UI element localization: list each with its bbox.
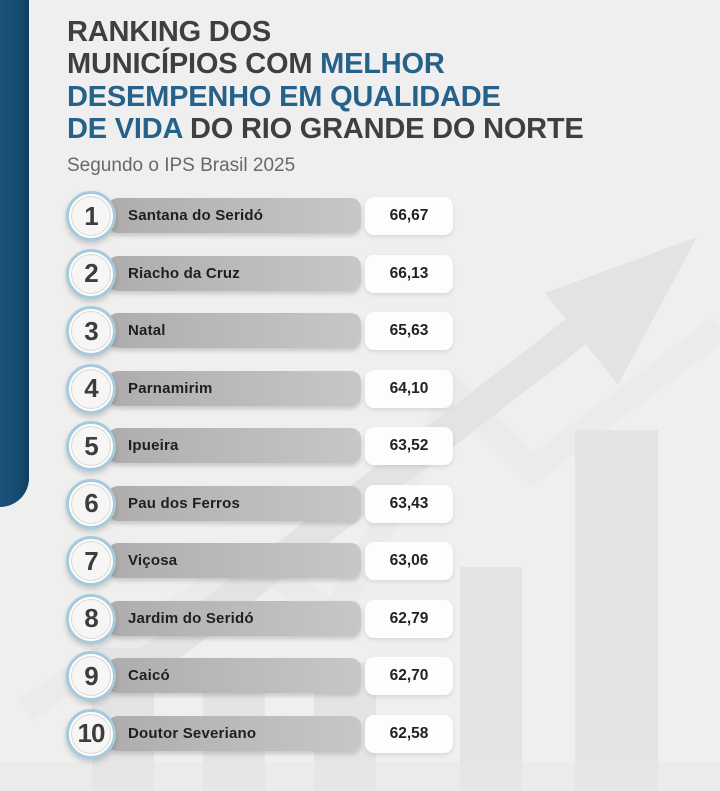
score-box: 64,10 (365, 369, 453, 408)
municipality-bar: Doutor Severiano (108, 715, 361, 751)
ranking-list: Santana do Seridó 66,67 1 Riacho da Cruz… (66, 191, 466, 759)
municipality-bar: Caicó (108, 658, 361, 693)
rank-badge-inner: 4 (71, 368, 111, 409)
municipality-name: Santana do Seridó (128, 207, 264, 224)
municipality-bar: Riacho da Cruz (108, 255, 361, 291)
list-item: Parnamirim 64,10 4 (66, 363, 466, 414)
municipality-bar: Natal (108, 313, 361, 348)
score-value: 62,79 (389, 609, 429, 627)
rank-badge: 5 (66, 421, 116, 471)
score-value: 63,06 (389, 552, 429, 569)
score-value: 66,13 (389, 264, 429, 282)
rank-badge: 8 (66, 593, 116, 644)
rank-number: 6 (84, 488, 99, 518)
rank-number: 10 (77, 718, 106, 748)
list-item: Doutor Severiano 62,58 10 (66, 708, 466, 759)
score-box: 63,06 (365, 542, 453, 580)
score-value: 62,58 (389, 724, 429, 742)
title-segment: MUNICÍPIOS COM (67, 48, 321, 81)
rank-badge-inner: 1 (71, 196, 111, 236)
municipality-bar: Viçosa (108, 543, 361, 578)
rank-badge: 9 (66, 651, 116, 701)
score-box: 62,58 (365, 714, 453, 753)
municipality-name: Pau dos Ferros (128, 494, 240, 512)
municipality-bar: Santana do Seridó (108, 198, 361, 233)
score-box: 62,70 (365, 657, 453, 695)
rank-badge: 1 (66, 191, 116, 241)
title-segment: DE VIDA (67, 113, 191, 146)
score-value: 64,10 (389, 379, 429, 397)
municipality-name: Jardim do Seridó (128, 609, 254, 627)
municipality-name: Doutor Severiano (128, 724, 257, 742)
rank-number: 8 (84, 603, 99, 633)
score-value: 63,43 (389, 494, 429, 512)
rank-badge-inner: 9 (71, 656, 111, 696)
rank-number: 2 (84, 258, 99, 288)
municipality-name: Viçosa (128, 552, 178, 569)
rank-badge: 4 (66, 363, 116, 414)
title-segment: DO RIO GRANDE DO NORTE (190, 113, 584, 146)
rank-badge: 6 (66, 478, 116, 529)
rank-badge-inner: 3 (71, 311, 111, 351)
score-box: 63,43 (365, 484, 453, 523)
title-segment: RANKING DOS (67, 16, 272, 48)
rank-badge: 7 (66, 536, 116, 586)
score-box: 66,67 (365, 197, 453, 235)
subtitle: Segundo o IPS Brasil 2025 (67, 154, 296, 176)
municipality-bar: Jardim do Seridó (108, 600, 361, 636)
municipality-name: Ipueira (128, 437, 179, 454)
rank-badge-inner: 6 (71, 483, 111, 524)
rank-number: 4 (84, 373, 99, 403)
score-value: 62,70 (389, 667, 429, 684)
list-item: Pau dos Ferros 63,43 6 (66, 478, 466, 529)
rank-badge-inner: 10 (71, 713, 111, 754)
score-box: 63,52 (365, 427, 453, 465)
rank-badge-inner: 8 (71, 598, 111, 639)
title-segment: MELHOR (320, 48, 445, 81)
score-value: 63,52 (389, 437, 429, 454)
title-segment: DESEMPENHO EM QUALIDADE (67, 80, 501, 113)
municipality-bar: Parnamirim (108, 370, 361, 406)
rank-badge: 10 (66, 708, 116, 759)
title-line: MUNICÍPIOS COM MELHOR (67, 48, 677, 80)
rank-number: 5 (84, 430, 99, 461)
score-box: 66,13 (365, 254, 453, 293)
list-item: Jardim do Seridó 62,79 8 (66, 593, 466, 644)
score-value: 66,67 (389, 207, 429, 224)
list-item: Riacho da Cruz 66,13 2 (66, 248, 466, 299)
title-line: DESEMPENHO EM QUALIDADE (67, 81, 677, 113)
rank-number: 7 (84, 545, 99, 576)
rank-badge: 3 (66, 306, 116, 356)
municipality-name: Riacho da Cruz (128, 264, 240, 282)
municipality-name: Caicó (128, 667, 170, 684)
list-item: Caicó 62,70 9 (66, 651, 466, 701)
left-accent-bar (0, 0, 29, 507)
municipality-name: Natal (128, 322, 166, 339)
score-box: 62,79 (365, 599, 453, 638)
title-line: RANKING DOS (67, 16, 677, 48)
rank-badge-inner: 2 (71, 253, 111, 294)
bottom-band-watermark (0, 762, 720, 791)
rank-badge-inner: 7 (71, 541, 111, 581)
header: RANKING DOS MUNICÍPIOS COM MELHOR DESEMPEN… (67, 16, 677, 177)
rank-badge-inner: 5 (71, 426, 111, 466)
list-item: Natal 65,63 3 (66, 306, 466, 356)
page-title: RANKING DOS MUNICÍPIOS COM MELHOR DESEMPEN… (67, 16, 677, 146)
score-value: 65,63 (389, 322, 429, 339)
score-box: 65,63 (365, 312, 453, 350)
bar-chart-watermark-icon (92, 430, 658, 791)
rank-number: 1 (84, 200, 99, 231)
list-item: Ipueira 63,52 5 (66, 421, 466, 471)
rank-badge: 2 (66, 248, 116, 299)
title-line: DE VIDA DO RIO GRANDE DO NORTE (67, 113, 677, 145)
municipality-bar: Pau dos Ferros (108, 485, 361, 521)
rank-number: 3 (84, 315, 99, 346)
list-item: Santana do Seridó 66,67 1 (66, 191, 466, 241)
municipality-bar: Ipueira (108, 428, 361, 463)
municipality-name: Parnamirim (128, 379, 213, 397)
rank-number: 9 (84, 660, 99, 691)
list-item: Viçosa 63,06 7 (66, 536, 466, 586)
